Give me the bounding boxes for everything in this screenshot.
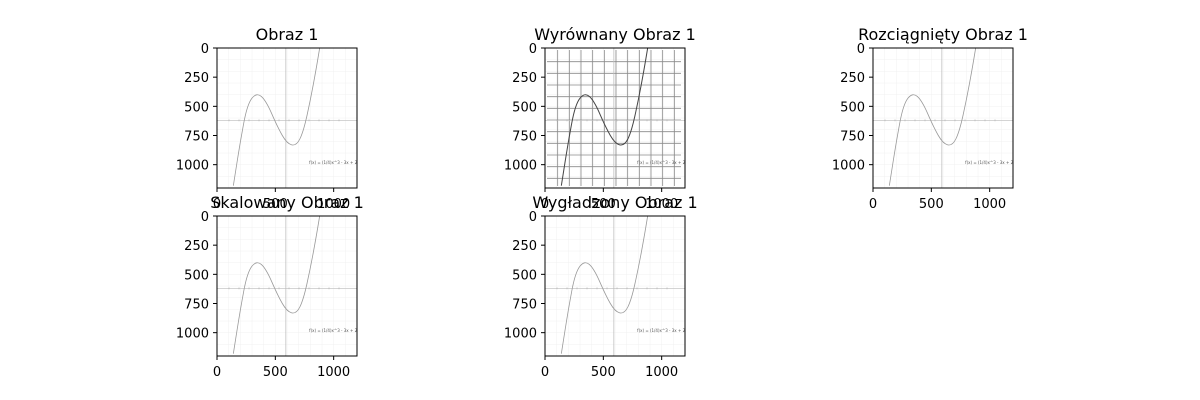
function-curve	[560, 215, 649, 354]
formula-label: f(x) = (1/4)x^3 - 3x + 2	[637, 328, 685, 333]
y-tick-label: 500	[184, 268, 209, 283]
x-tick-label: 500	[263, 365, 288, 380]
function-curve	[232, 215, 321, 354]
y-tick-label: 0	[201, 210, 209, 225]
y-tick-label: 750	[840, 130, 865, 145]
y-tick-label: 500	[512, 100, 537, 115]
subplot-5: f(x) = (1/4)x^3 - 3x + 2 0 250 500 750 1000 0 5…	[504, 210, 686, 380]
x-tick-label: 1000	[317, 365, 350, 380]
y-tick-label: 500	[184, 100, 209, 115]
subplot-title: Skalowany Obraz 1	[210, 193, 364, 212]
x-tick-label: 500	[263, 197, 288, 212]
y-tick-label: 250	[512, 71, 537, 86]
subplot-title: Wyrównany Obraz 1	[534, 25, 696, 44]
function-curve	[560, 47, 649, 186]
x-tick-label: 1000	[973, 197, 1006, 212]
axes-frame	[216, 215, 358, 357]
axes-frame	[544, 215, 686, 357]
y-tick-label: 0	[529, 210, 537, 225]
subplot-title: Wygładzony Obraz 1	[532, 193, 697, 212]
formula-label: f(x) = (1/4)x^3 - 3x + 2	[637, 160, 685, 165]
y-tick-label: 250	[184, 239, 209, 254]
y-tick-label: 1000	[504, 159, 537, 174]
y-tick-label: 1000	[176, 327, 209, 342]
y-tick-label: 0	[201, 42, 209, 57]
x-tick-label: 0	[213, 365, 221, 380]
x-tick-label: 1000	[645, 197, 678, 212]
x-tick-label: 1000	[645, 365, 678, 380]
y-tick-label: 500	[840, 100, 865, 115]
y-tick-label: 1000	[832, 159, 865, 174]
y-tick-label: 750	[184, 298, 209, 313]
axes-frame	[544, 47, 686, 189]
y-tick-label: 250	[512, 239, 537, 254]
axes-frame	[216, 47, 358, 189]
y-tick-label: 250	[840, 71, 865, 86]
function-curve	[232, 47, 321, 186]
x-tick-label: 500	[591, 365, 616, 380]
y-tick-label: 0	[529, 42, 537, 57]
subplot-3: f(x) = (1/4)x^3 - 3x + 2 0 250 500 750 1000 0 5…	[832, 42, 1014, 212]
y-tick-label: 0	[857, 42, 865, 57]
x-tick-label: 500	[591, 197, 616, 212]
subplot-title: Obraz 1	[256, 25, 319, 44]
x-tick-label: 500	[919, 197, 944, 212]
formula-label: f(x) = (1/4)x^3 - 3x + 2	[309, 160, 357, 165]
x-tick-label: 0	[541, 365, 549, 380]
function-curve	[888, 47, 977, 186]
y-tick-label: 250	[184, 71, 209, 86]
subplot-title: Rozciągnięty Obraz 1	[858, 25, 1028, 44]
subplot-4: f(x) = (1/4)x^3 - 3x + 2 0 250 500 750 1000 0 5…	[176, 210, 358, 380]
y-tick-label: 750	[512, 298, 537, 313]
y-tick-label: 500	[512, 268, 537, 283]
subplot-2: f(x) = (1/4)x^3 - 3x + 2 0 250 500 750 1000 0 5…	[504, 42, 686, 212]
subplot-1: f(x) = (1/4)x^3 - 3x + 2 0 250 500 750 1000 0 5…	[176, 42, 358, 212]
x-tick-label: 0	[541, 197, 549, 212]
x-tick-label: 1000	[317, 197, 350, 212]
x-tick-label: 0	[869, 197, 877, 212]
formula-label: f(x) = (1/4)x^3 - 3x + 2	[965, 160, 1013, 165]
formula-label: f(x) = (1/4)x^3 - 3x + 2	[309, 328, 357, 333]
x-tick-label: 0	[213, 197, 221, 212]
y-tick-label: 750	[512, 130, 537, 145]
y-tick-label: 1000	[176, 159, 209, 174]
y-tick-label: 1000	[504, 327, 537, 342]
y-tick-label: 750	[184, 130, 209, 145]
axes-frame	[872, 47, 1014, 189]
